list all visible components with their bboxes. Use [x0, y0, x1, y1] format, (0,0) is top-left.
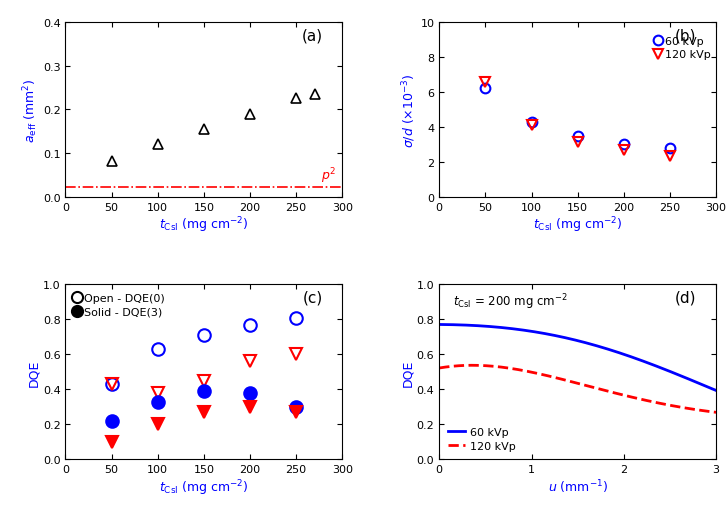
X-axis label: $t_{\mathrm{CsI}}$ (mg cm$^{-2}$): $t_{\mathrm{CsI}}$ (mg cm$^{-2}$) [159, 477, 249, 497]
60 kVp [712, 388, 720, 394]
Text: (c): (c) [302, 290, 323, 305]
Line: 120 kVp: 120 kVp [439, 366, 716, 413]
Y-axis label: DQE: DQE [27, 359, 40, 386]
60 kVp [599, 345, 608, 351]
120 kVp [606, 389, 614, 395]
Legend: 60 kVp, 120 kVp: 60 kVp, 120 kVp [655, 37, 710, 60]
Legend: Open - DQE(0), Solid - DQE(3): Open - DQE(0), Solid - DQE(3) [71, 290, 169, 320]
120 kVp [600, 387, 608, 393]
120 kVp [435, 365, 443, 371]
120 kVp [468, 363, 477, 369]
120 kVp [435, 365, 444, 371]
Legend: 60 kVp, 120 kVp: 60 kVp, 120 kVp [445, 424, 519, 454]
60 kVp [435, 322, 443, 328]
60 kVp [604, 346, 613, 352]
120 kVp [687, 406, 696, 412]
60 kVp [600, 345, 608, 351]
X-axis label: $t_{\mathrm{CsI}}$ (mg cm$^{-2}$): $t_{\mathrm{CsI}}$ (mg cm$^{-2}$) [159, 215, 249, 235]
120 kVp [601, 388, 609, 394]
Text: $t_{\mathrm{CsI}}$ = 200 mg cm$^{-2}$: $t_{\mathrm{CsI}}$ = 200 mg cm$^{-2}$ [453, 292, 568, 312]
120 kVp [712, 410, 720, 416]
60 kVp [686, 377, 694, 383]
Y-axis label: $a_{\mathrm{eff}}$ (mm$^{2}$): $a_{\mathrm{eff}}$ (mm$^{2}$) [21, 78, 40, 142]
Y-axis label: $\sigma/d$ ($\times 10^{-3}$): $\sigma/d$ ($\times 10^{-3}$) [400, 73, 417, 147]
Text: (d): (d) [675, 290, 696, 305]
60 kVp [668, 370, 677, 376]
60 kVp [435, 322, 444, 328]
Text: $p^2$: $p^2$ [321, 166, 336, 185]
Line: 60 kVp: 60 kVp [439, 325, 716, 391]
Y-axis label: DQE: DQE [401, 359, 414, 386]
120 kVp [669, 403, 678, 409]
X-axis label: $u$ (mm$^{-1}$): $u$ (mm$^{-1}$) [547, 477, 608, 495]
Text: (b): (b) [675, 28, 696, 43]
Text: (a): (a) [302, 28, 323, 43]
X-axis label: $t_{\mathrm{CsI}}$ (mg cm$^{-2}$): $t_{\mathrm{CsI}}$ (mg cm$^{-2}$) [533, 215, 622, 235]
